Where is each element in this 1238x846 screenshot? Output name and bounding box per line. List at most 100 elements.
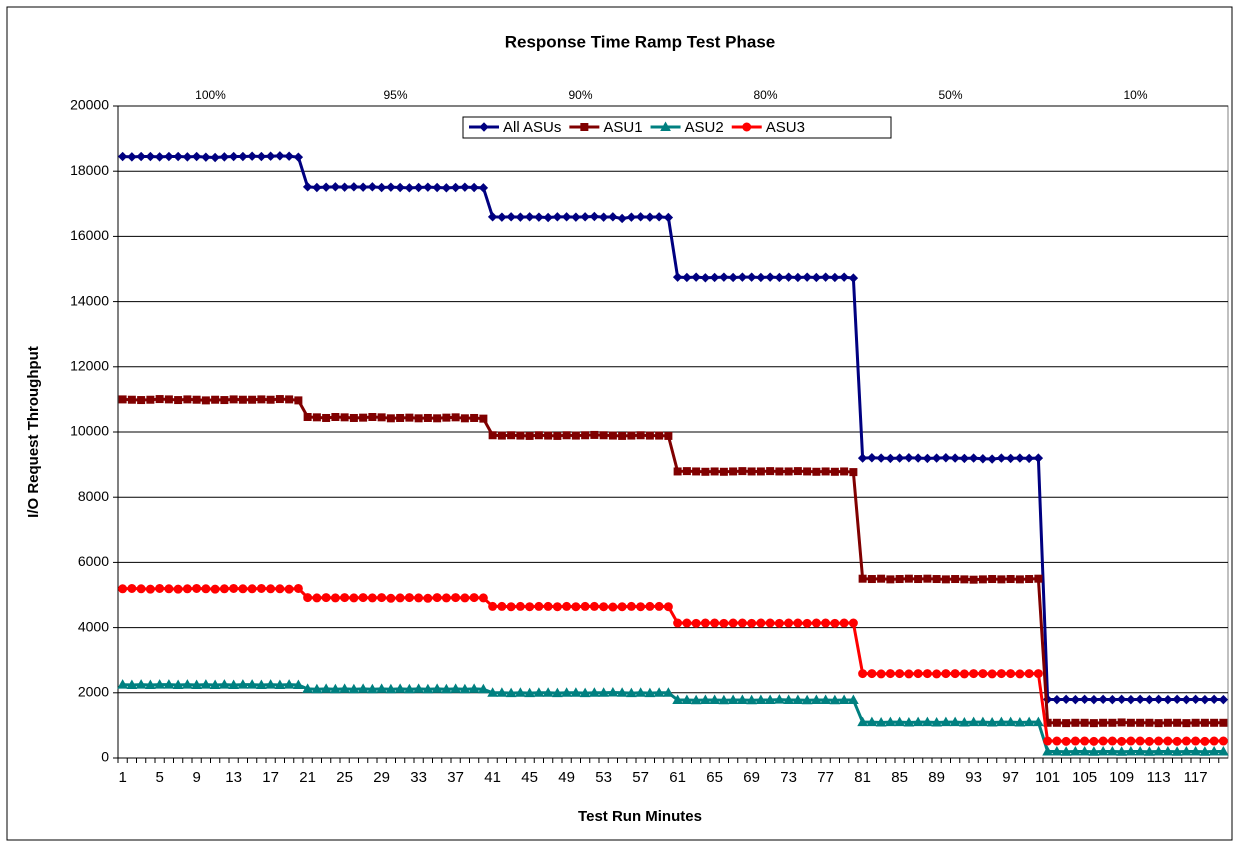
- point: [562, 601, 572, 611]
- point: [738, 467, 747, 476]
- x-tick-label: 57: [632, 769, 649, 786]
- point: [487, 687, 498, 697]
- point: [742, 122, 752, 132]
- point: [1154, 736, 1164, 746]
- point: [303, 413, 312, 422]
- point: [1033, 669, 1043, 679]
- series: [117, 679, 1229, 756]
- point: [914, 575, 923, 584]
- point: [118, 395, 127, 404]
- point: [357, 683, 369, 693]
- point: [719, 467, 728, 476]
- point: [1015, 453, 1025, 463]
- point: [913, 453, 923, 463]
- point: [376, 182, 387, 193]
- point: [534, 431, 543, 440]
- point: [764, 694, 776, 704]
- point: [275, 151, 285, 161]
- x-tick-label: 105: [1072, 769, 1097, 786]
- point: [488, 431, 497, 440]
- point: [1005, 716, 1016, 727]
- point: [182, 152, 193, 162]
- point: [645, 601, 655, 611]
- point: [700, 694, 711, 704]
- point: [672, 694, 683, 704]
- point: [737, 694, 748, 704]
- point: [922, 716, 933, 727]
- point: [941, 453, 951, 463]
- point: [496, 687, 508, 697]
- point: [802, 272, 812, 282]
- point: [812, 467, 821, 476]
- point: [293, 152, 304, 162]
- y-tick-label: 2000: [78, 684, 109, 700]
- chart-title: Response Time Ramp Test Phase: [505, 32, 776, 51]
- x-tick-label: 89: [928, 769, 945, 786]
- point: [127, 152, 137, 162]
- x-tick-label: 69: [743, 769, 760, 786]
- point: [1033, 453, 1044, 463]
- point: [655, 431, 664, 440]
- point: [211, 395, 220, 404]
- point: [848, 618, 858, 628]
- point: [312, 593, 322, 603]
- point: [451, 593, 461, 603]
- point: [219, 584, 229, 594]
- point: [663, 212, 674, 223]
- phase-label: 10%: [1123, 88, 1147, 102]
- point: [719, 272, 729, 282]
- point: [497, 431, 506, 440]
- point: [553, 431, 562, 440]
- point: [1005, 453, 1016, 464]
- point: [1088, 746, 1100, 756]
- y-tick-label: 14000: [70, 292, 109, 308]
- point: [506, 212, 516, 222]
- point: [349, 413, 358, 422]
- point: [1089, 719, 1098, 728]
- point: [922, 669, 932, 679]
- point: [293, 583, 303, 593]
- point: [1190, 745, 1201, 756]
- y-tick-label: 10000: [70, 423, 109, 439]
- point: [145, 584, 155, 594]
- point: [1025, 575, 1034, 584]
- point: [274, 679, 286, 689]
- y-tick-label: 12000: [70, 358, 109, 374]
- point: [793, 272, 803, 283]
- point: [949, 716, 961, 727]
- point: [951, 575, 960, 584]
- point: [1024, 453, 1034, 464]
- point: [672, 272, 683, 282]
- point: [386, 414, 395, 423]
- point: [626, 212, 637, 222]
- point: [561, 212, 572, 222]
- point: [322, 413, 331, 422]
- legend-label: All ASUs: [503, 119, 561, 136]
- point: [127, 395, 136, 404]
- x-tick-label: 65: [706, 769, 723, 786]
- point: [866, 716, 878, 727]
- point: [988, 575, 997, 584]
- point: [710, 467, 719, 476]
- legend-label: ASU2: [685, 119, 724, 136]
- point: [664, 431, 673, 440]
- point: [1209, 736, 1219, 746]
- point: [210, 152, 220, 163]
- point: [811, 694, 822, 704]
- point: [830, 618, 840, 628]
- point: [404, 183, 415, 193]
- point: [840, 467, 849, 476]
- point: [1154, 719, 1163, 728]
- point: [876, 453, 886, 463]
- point: [257, 395, 266, 404]
- point: [950, 669, 960, 679]
- point: [228, 151, 239, 162]
- point: [959, 716, 970, 727]
- point: [385, 683, 397, 694]
- y-tick-label: 20000: [70, 97, 109, 113]
- point: [238, 395, 247, 404]
- point: [849, 468, 858, 477]
- point: [830, 272, 840, 283]
- point: [931, 716, 942, 727]
- y-tick-label: 16000: [70, 227, 109, 243]
